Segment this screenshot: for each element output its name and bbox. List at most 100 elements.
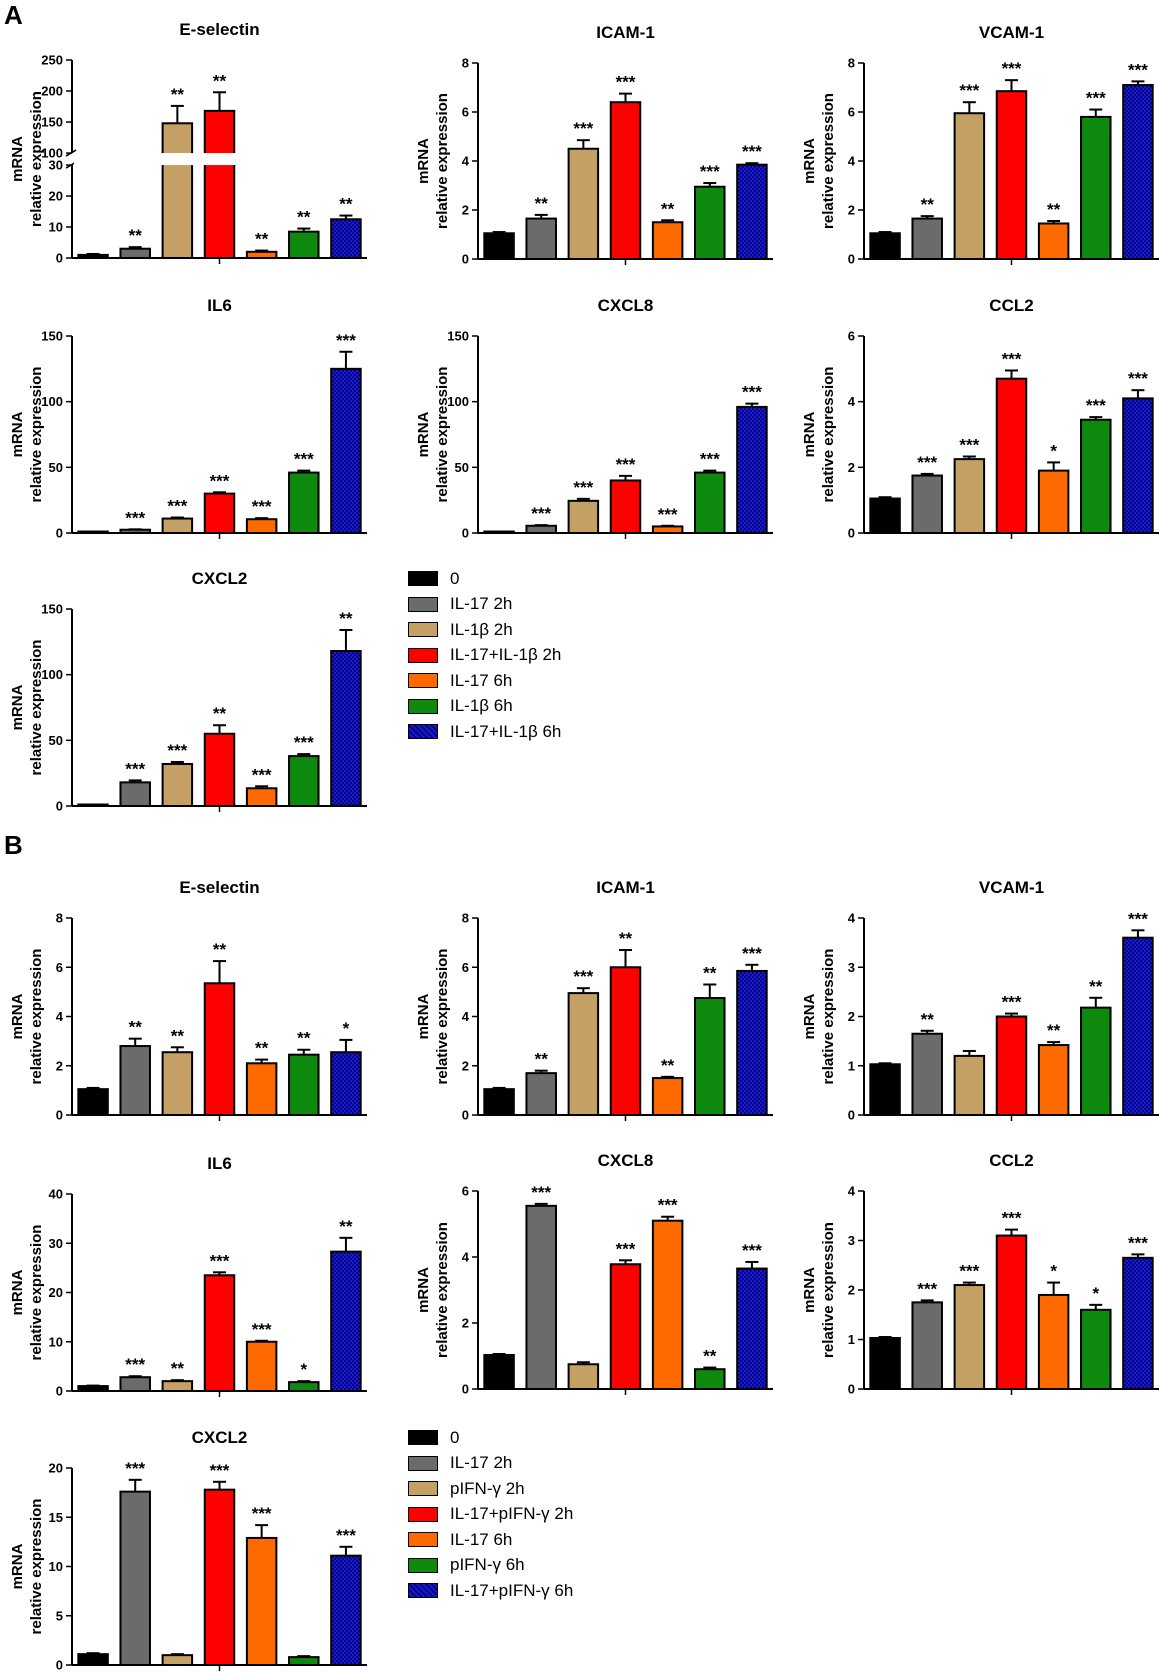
bar: [736, 1267, 768, 1391]
significance-label: **: [703, 963, 717, 982]
y-tick-label: 0: [462, 1382, 469, 1397]
bar: [203, 1274, 236, 1392]
legend-swatch: [408, 571, 438, 587]
legend-item: IL-1β 6h: [408, 694, 561, 720]
legend-item: IL-17 6h: [408, 668, 561, 694]
bar: [736, 969, 768, 1116]
significance-label: ***: [917, 453, 937, 472]
y-tick-label: 200: [41, 84, 63, 99]
legend-swatch: [408, 1481, 438, 1497]
y-axis-label: relative expression: [434, 93, 451, 229]
bar: [77, 1653, 109, 1667]
significance-label: **: [535, 194, 549, 213]
bar: [911, 1301, 943, 1390]
legend-swatch: [408, 596, 438, 612]
y-tick-label: 0: [848, 526, 855, 541]
significance-label: ***: [1128, 60, 1148, 79]
y-axis-label: mRNA: [415, 138, 432, 184]
legend-item: IL-17+IL-1β 2h: [408, 643, 561, 669]
bar: [694, 471, 726, 535]
bar: [1122, 1256, 1154, 1390]
bar: [203, 732, 236, 807]
y-tick-label: 0: [56, 251, 63, 266]
y-tick-label: 2: [462, 203, 469, 218]
significance-label: ***: [125, 759, 145, 778]
bar: [119, 1376, 151, 1392]
legend-label: IL-17 2h: [450, 594, 513, 614]
bar: [161, 1380, 194, 1393]
y-axis-label: mRNA: [801, 993, 818, 1039]
significance-label: ***: [959, 435, 979, 454]
legend-label: 0: [450, 568, 460, 588]
bar: [609, 101, 642, 260]
y-tick-label: 100: [41, 394, 63, 409]
significance-label: ***: [700, 450, 720, 469]
significance-label: **: [619, 929, 633, 948]
significance-label: ***: [700, 162, 720, 181]
chart-title: VCAM-1: [979, 878, 1044, 897]
axis-break-gap: [74, 153, 369, 166]
bar: [245, 787, 278, 808]
y-tick-label: 20: [49, 1461, 63, 1476]
bar: [161, 1654, 194, 1667]
y-axis-label: mRNA: [9, 1269, 26, 1315]
significance-label: **: [1047, 200, 1061, 219]
bar: [1080, 418, 1112, 535]
significance-label: **: [661, 199, 675, 218]
y-tick-label: 6: [462, 105, 469, 120]
bar: [736, 163, 768, 260]
significance-label: ***: [616, 455, 636, 474]
y-tick-label: 0: [462, 526, 469, 541]
bar: [609, 479, 642, 535]
chart-a-il6: IL6 mRNA relative expression 0 50 100 150 *** **…: [9, 296, 367, 541]
y-tick-label: 4: [848, 1184, 856, 1199]
y-tick-label: 4: [848, 911, 856, 926]
bar: [288, 471, 320, 535]
y-tick-label: 2: [848, 1283, 855, 1298]
y-tick-label: 50: [49, 460, 63, 475]
y-tick-label: 100: [41, 667, 63, 682]
legend-label: IL-1β 6h: [450, 696, 513, 716]
bar: [245, 1062, 278, 1116]
legend-swatch: [408, 1506, 438, 1522]
bar: [288, 1053, 320, 1116]
significance-label: ***: [294, 450, 314, 469]
chart-title: CXCL8: [598, 1151, 654, 1170]
legend-label: IL-17 2h: [450, 1453, 513, 1473]
bar: [911, 217, 943, 260]
significance-label: **: [213, 704, 227, 723]
y-tick-label: 0: [56, 1384, 63, 1399]
significance-label: ***: [1002, 1209, 1022, 1228]
y-axis-label: mRNA: [801, 138, 818, 184]
y-tick-label: 6: [462, 1184, 469, 1199]
significance-label: ***: [573, 478, 593, 497]
y-axis-label: relative expression: [434, 949, 451, 1085]
significance-label: **: [255, 230, 269, 249]
bar: [330, 650, 362, 807]
significance-label: *: [300, 1360, 307, 1379]
bar: [694, 997, 726, 1116]
y-axis-label: mRNA: [801, 1267, 818, 1313]
significance-label: *: [1050, 1262, 1057, 1281]
bar: [1037, 469, 1070, 535]
bar: [330, 367, 362, 535]
bar: [483, 1354, 515, 1391]
legend-label: pIFN-γ 6h: [450, 1555, 525, 1575]
bar: [483, 530, 515, 534]
legend-label: IL-17+pIFN-γ 2h: [450, 1504, 574, 1524]
bar: [161, 1051, 194, 1117]
bar: [119, 781, 151, 807]
bar: [1080, 1308, 1112, 1391]
legend-label: pIFN-γ 2h: [450, 1478, 525, 1498]
significance-label: **: [921, 1010, 935, 1029]
significance-label: **: [213, 940, 227, 959]
bar: [77, 530, 109, 534]
y-tick-label: 2: [462, 1058, 469, 1073]
legend-swatch: [408, 1532, 438, 1548]
